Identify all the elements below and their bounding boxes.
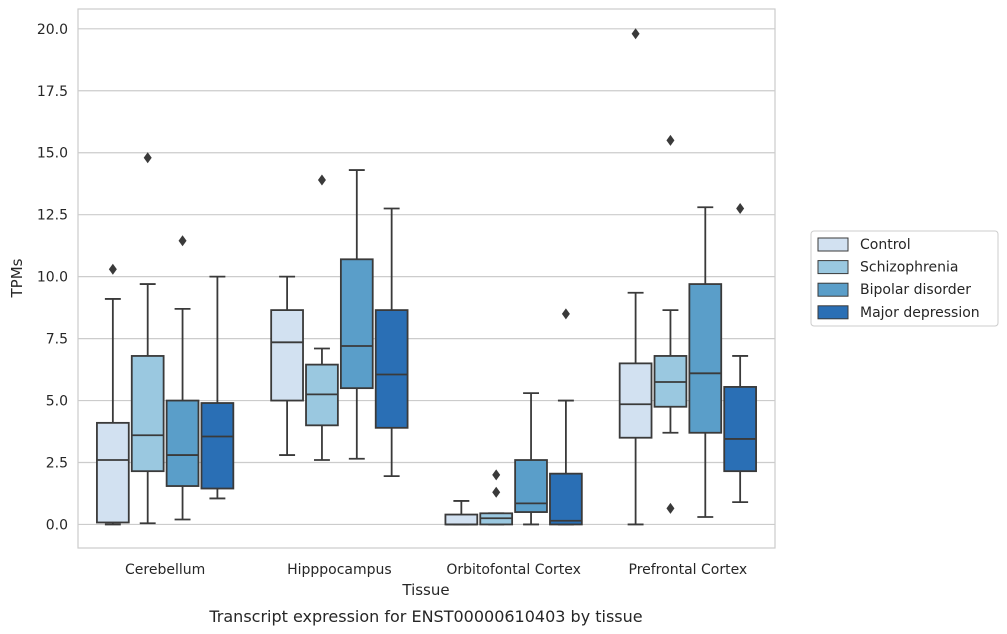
outlier-point	[631, 28, 640, 40]
y-tick-label: 5.0	[46, 394, 68, 410]
box-plot	[130, 152, 165, 525]
legend-swatch	[817, 237, 849, 252]
box-iqr	[200, 402, 235, 490]
y-axis-label: TPMs	[8, 258, 26, 298]
box-plot	[549, 308, 583, 526]
legend-label: Major depression	[860, 305, 980, 321]
box-iqr	[374, 309, 409, 429]
outlier-point	[492, 486, 501, 498]
chart-title: Transcript expression for ENST0000061040…	[208, 607, 642, 626]
y-tick-label: 7.5	[46, 332, 68, 348]
outlier-point	[736, 202, 745, 214]
x-tick-label: Prefrontal Cortex	[629, 562, 748, 578]
y-tick-labels: 0.0 2.5 5.0 7.5 10.0 12.5 15.0 17.5 20.0	[37, 22, 68, 534]
box-groups	[96, 28, 757, 526]
outlier-point	[317, 174, 326, 186]
legend: Control Schizophrenia Bipolar disorder Majo…	[810, 230, 999, 327]
box-plot	[514, 392, 548, 526]
box-plot	[479, 469, 514, 526]
box-plot	[305, 174, 339, 461]
box-iqr	[549, 472, 583, 526]
y-tick-label: 2.5	[46, 456, 68, 472]
legend-swatch	[817, 282, 849, 297]
y-tick-label: 10.0	[37, 270, 68, 286]
box-plot	[339, 169, 374, 460]
box-plot	[444, 500, 479, 526]
box-plot	[165, 235, 200, 521]
outlier-point	[143, 152, 152, 164]
box-iqr	[96, 421, 130, 524]
box-iqr	[165, 399, 200, 487]
x-tick-labels: Cerebellum Hipppocampus Orbitofontal Corte…	[125, 562, 747, 578]
y-tick-label: 15.0	[37, 146, 68, 162]
box-plot	[653, 134, 688, 514]
legend-frame	[810, 230, 999, 327]
box-plot	[688, 206, 723, 518]
box-plot	[200, 275, 235, 500]
box-plot	[374, 207, 409, 478]
legend-label: Schizophrenia	[860, 260, 958, 276]
x-tick-label: Cerebellum	[125, 562, 205, 578]
box-plot	[270, 275, 304, 456]
box-iqr	[688, 283, 723, 434]
box-plot	[723, 202, 757, 504]
box-iqr	[130, 355, 165, 473]
box-iqr	[339, 258, 374, 390]
outlier-point	[108, 263, 117, 275]
outlier-point	[666, 134, 675, 146]
y-tick-label: 17.5	[37, 84, 68, 100]
outlier-point	[178, 235, 187, 247]
outlier-point	[561, 308, 570, 320]
box-plot	[618, 28, 653, 526]
outlier-point	[492, 469, 501, 481]
x-tick-label: Orbitofontal Cortex	[446, 562, 581, 578]
box-iqr	[723, 386, 757, 473]
box-iqr	[618, 362, 653, 439]
outlier-point	[666, 502, 675, 514]
legend-label: Bipolar disorder	[860, 282, 971, 298]
legend-swatch	[817, 305, 849, 320]
x-axis-label: Tissue	[401, 581, 449, 599]
legend-label: Control	[860, 237, 911, 253]
box-plot	[96, 263, 130, 526]
y-tick-label: 12.5	[37, 208, 68, 224]
legend-swatch	[817, 260, 849, 275]
box-iqr	[444, 513, 479, 526]
y-tick-label: 20.0	[37, 22, 68, 38]
y-tick-label: 0.0	[46, 517, 68, 533]
box-iqr	[270, 309, 304, 402]
x-tick-label: Hipppocampus	[287, 562, 392, 578]
